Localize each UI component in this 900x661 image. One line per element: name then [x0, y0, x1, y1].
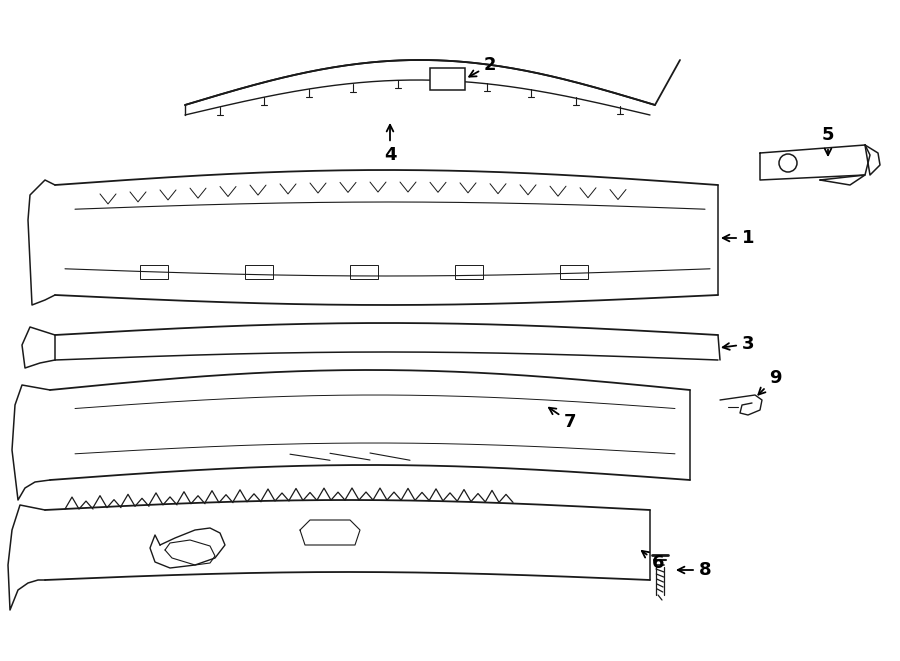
- Bar: [455, 265, 483, 279]
- Text: 8: 8: [678, 561, 711, 579]
- Bar: [140, 265, 168, 279]
- Bar: [350, 265, 378, 279]
- Text: 3: 3: [723, 335, 754, 353]
- Text: 1: 1: [723, 229, 754, 247]
- Text: 6: 6: [642, 551, 664, 572]
- Text: 5: 5: [822, 126, 834, 155]
- Bar: [560, 265, 588, 279]
- Text: 2: 2: [469, 56, 496, 77]
- Bar: [430, 68, 465, 90]
- Bar: [245, 265, 273, 279]
- Text: 7: 7: [549, 408, 576, 431]
- Text: 4: 4: [383, 125, 396, 164]
- Text: 9: 9: [759, 369, 781, 395]
